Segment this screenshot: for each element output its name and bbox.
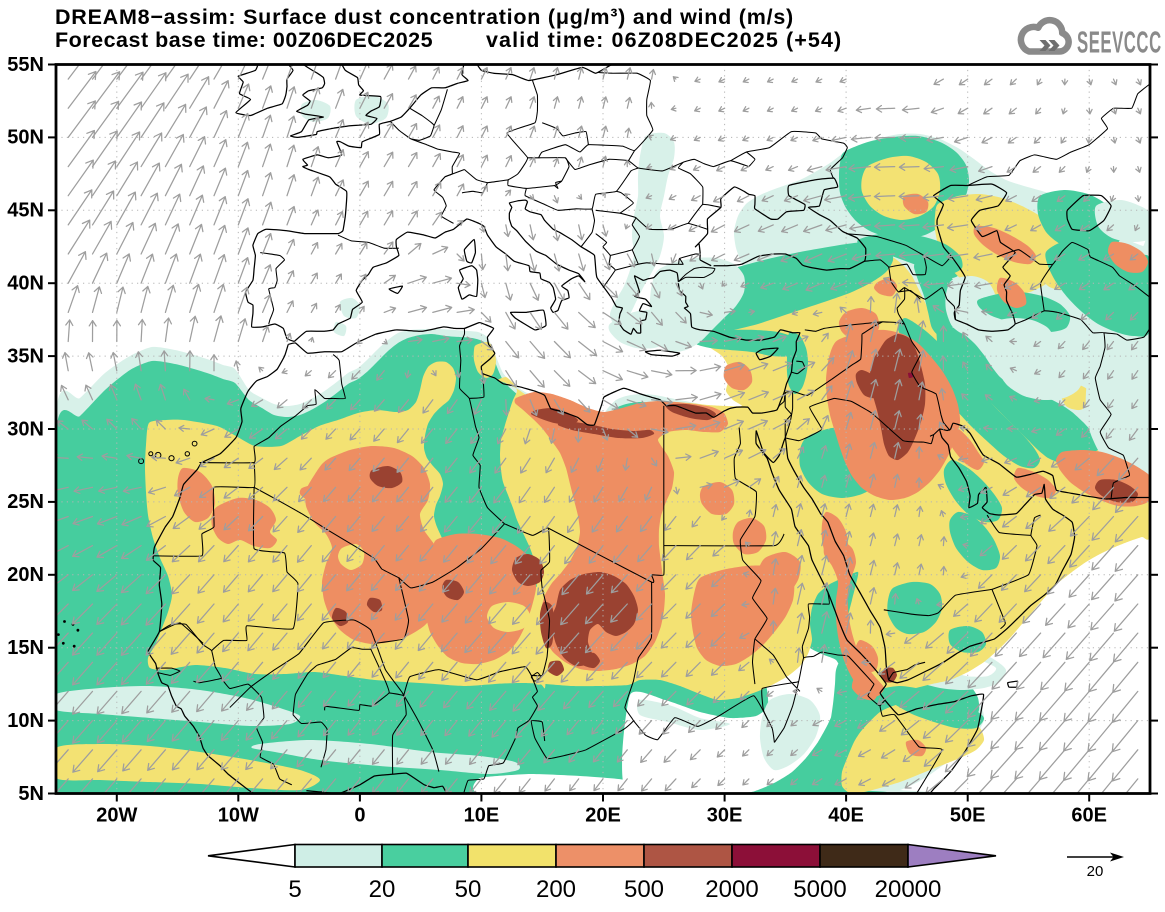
- svg-text:valid time: 06Z08DEC2025 (+54): valid time: 06Z08DEC2025 (+54): [486, 28, 842, 52]
- svg-text:0: 0: [354, 805, 365, 827]
- svg-text:20000: 20000: [875, 876, 942, 903]
- svg-text:500: 500: [624, 876, 664, 903]
- svg-text:DREAM8−assim: Surface dust con: DREAM8−assim: Surface dust concentration…: [55, 5, 794, 29]
- svg-text:50: 50: [455, 876, 482, 903]
- svg-text:20E: 20E: [585, 805, 621, 827]
- svg-text:30N: 30N: [7, 418, 44, 440]
- svg-text:5: 5: [288, 876, 301, 903]
- svg-text:Forecast base time: 00Z06DEC20: Forecast base time: 00Z06DEC2025: [55, 28, 433, 52]
- svg-text:10E: 10E: [464, 805, 500, 827]
- svg-text:40N: 40N: [7, 272, 44, 294]
- svg-text:25N: 25N: [7, 491, 44, 513]
- svg-text:45N: 45N: [7, 200, 44, 222]
- svg-text:50E: 50E: [950, 805, 986, 827]
- svg-text:30E: 30E: [707, 805, 743, 827]
- svg-text:10W: 10W: [218, 805, 259, 827]
- svg-text:20: 20: [1087, 863, 1104, 880]
- svg-text:SEEVCCC: SEEVCCC: [1077, 25, 1162, 60]
- svg-text:2000: 2000: [705, 876, 758, 903]
- svg-text:40E: 40E: [828, 805, 864, 827]
- svg-text:50N: 50N: [7, 127, 44, 149]
- svg-text:200: 200: [536, 876, 576, 903]
- svg-text:10N: 10N: [7, 710, 44, 732]
- svg-text:20: 20: [369, 876, 396, 903]
- svg-text:20W: 20W: [96, 805, 137, 827]
- svg-text:5000: 5000: [793, 876, 846, 903]
- svg-text:60E: 60E: [1071, 805, 1107, 827]
- svg-text:20N: 20N: [7, 564, 44, 586]
- svg-text:55N: 55N: [7, 54, 44, 76]
- svg-text:15N: 15N: [7, 637, 44, 659]
- svg-text:35N: 35N: [7, 345, 44, 367]
- svg-text:5N: 5N: [18, 783, 44, 805]
